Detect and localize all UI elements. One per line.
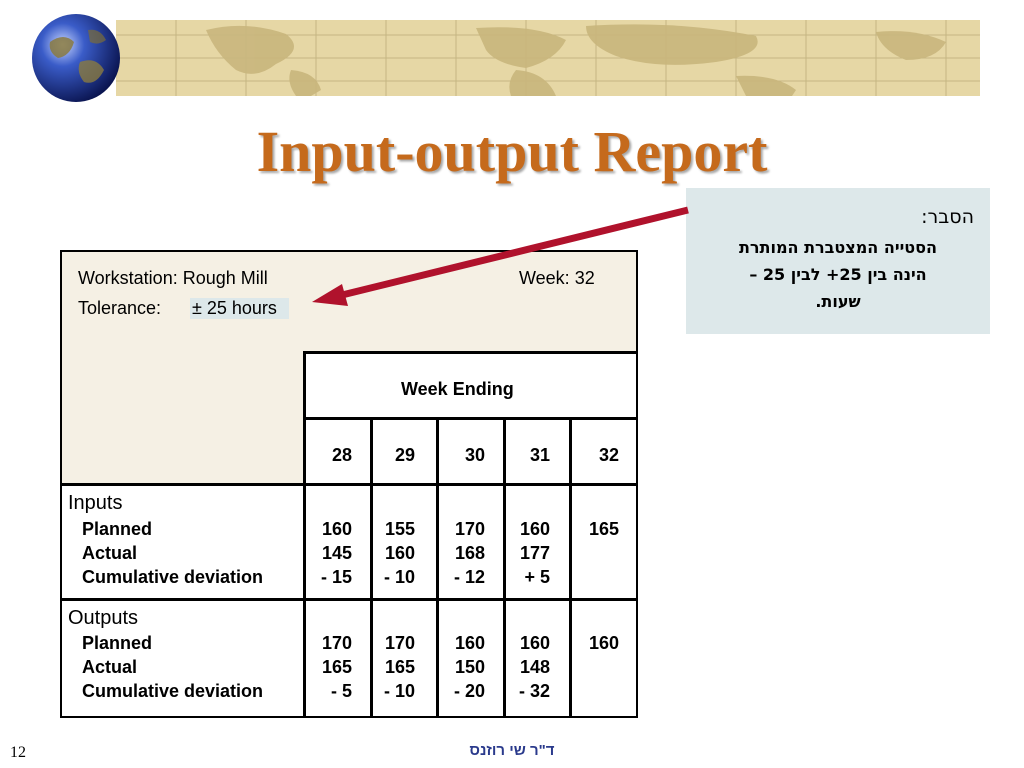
inputs-actual-label: Actual [82,543,138,563]
outputs-title: Outputs [68,607,139,629]
tolerance-value: ± 25 hours [190,298,289,319]
week-ending-header-cell [305,352,636,418]
slide-title: Input-output Report [256,119,768,184]
outputs-planned-value: 160 [588,633,619,653]
header-banner [116,20,980,96]
inputs-actual-value: 168 [454,543,485,563]
inputs-deviation-label: Cumulative deviation [82,567,264,587]
week-number: 32 [598,445,619,465]
outputs-planned-value: 160 [454,633,485,653]
divider [305,417,636,420]
globe-icon [32,14,120,102]
inputs-planned-label: Planned [82,519,153,539]
divider [62,598,636,601]
outputs-actual-value: 165 [384,657,415,677]
world-map-graphic [116,20,980,96]
outputs-deviation-value: - 10 [383,681,415,701]
inputs-actual-value: 145 [321,543,352,563]
outputs-actual-value: 165 [321,657,352,677]
inputs-planned-value: 170 [454,519,485,539]
divider [503,417,506,716]
inputs-actual-value: 160 [384,543,415,563]
outputs-deviation-value: - 5 [330,681,352,701]
week-number: 31 [529,445,550,465]
outputs-actual-value: 150 [454,657,485,677]
outputs-actual-value: 148 [519,657,550,677]
explanation-callout: הסבר: הסטייה המצטברת המותרת הינה בין 25+… [686,188,990,334]
inputs-planned-value: 165 [588,519,619,539]
divider [370,417,373,716]
outputs-planned-label: Planned [82,633,153,653]
outputs-deviation-label: Cumulative deviation [82,681,264,701]
divider [62,483,636,486]
week-ending-header: Week Ending [401,379,514,399]
inputs-planned-value: 155 [384,519,415,539]
callout-line: הינה בין 25+ לבין 25 – [749,265,927,284]
week-numbers-row [305,418,636,484]
outputs-actual-label: Actual [82,657,138,677]
input-output-report-table: Workstation: Rough Mill Week: 32 Toleran… [60,250,638,718]
divider [303,351,306,716]
inputs-planned-value: 160 [321,519,352,539]
outputs-deviation-value: - 32 [518,681,550,701]
inputs-deviation-value: - 15 [320,567,352,587]
week-number: 28 [331,445,352,465]
divider [305,351,636,354]
callout-heading: הסבר: [921,206,974,228]
outputs-planned-value: 170 [321,633,352,653]
inputs-deviation-value: - 12 [453,567,485,587]
author-footer: ד"ר שי רוזנס [469,742,555,759]
workstation-label: Workstation: Rough Mill [78,268,268,288]
week-number: 29 [394,445,415,465]
callout-line: שעות. [815,292,861,311]
inputs-planned-value: 160 [519,519,550,539]
divider [436,417,439,716]
inputs-deviation-value: + 5 [524,567,550,587]
outputs-planned-value: 160 [519,633,550,653]
inputs-deviation-value: - 10 [383,567,415,587]
divider [569,417,572,716]
inputs-title: Inputs [68,492,123,514]
outputs-planned-value: 170 [384,633,415,653]
week-label: Week: 32 [519,268,595,288]
inputs-actual-value: 177 [519,543,550,563]
page-number: 12 [10,744,26,761]
week-number: 30 [464,445,485,465]
tolerance-label: Tolerance: [78,298,162,318]
callout-line: הסטייה המצטברת המותרת [738,238,938,257]
outputs-deviation-value: - 20 [453,681,485,701]
